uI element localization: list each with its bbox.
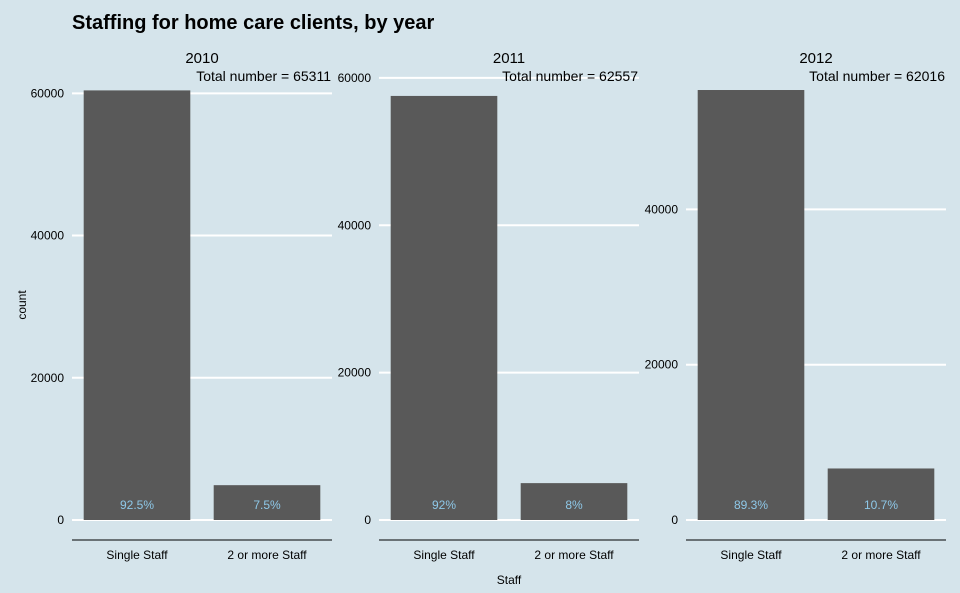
y-tick-label: 60000 (31, 86, 65, 100)
panel-title: 2011 (493, 50, 525, 67)
bar (390, 95, 498, 521)
y-tick-label: 40000 (645, 202, 679, 216)
x-axis-label: Staff (496, 573, 522, 587)
percent-data-label: 92% (432, 498, 456, 512)
chart-title: Staffing for home care clients, by year (72, 12, 435, 34)
y-tick-label: 20000 (338, 366, 372, 380)
y-tick-label: 0 (57, 513, 64, 527)
panel-subtitle: Total number = 62557 (502, 68, 638, 84)
y-axis-label: count (15, 290, 29, 320)
y-tick-label: 40000 (338, 218, 372, 232)
x-tick-label: Single Staff (413, 548, 475, 562)
bar (213, 485, 321, 520)
x-tick-label: Single Staff (720, 548, 782, 562)
percent-data-label: 92.5% (120, 498, 154, 512)
panel-subtitle: Total number = 65311 (196, 68, 331, 84)
y-tick-label: 40000 (31, 229, 65, 243)
bar (520, 483, 628, 520)
percent-data-label: 7.5% (253, 498, 281, 512)
y-tick-label: 20000 (645, 358, 679, 372)
percent-data-label: 8% (565, 498, 583, 512)
x-tick-label: Single Staff (106, 548, 168, 562)
panel-title: 2010 (185, 50, 218, 67)
bar (83, 90, 191, 520)
x-tick-label: 2 or more Staff (534, 548, 614, 562)
panel-title: 2012 (799, 50, 832, 67)
percent-data-label: 10.7% (864, 498, 898, 512)
y-tick-label: 0 (364, 513, 371, 527)
y-tick-label: 60000 (338, 71, 372, 85)
bar (697, 90, 805, 520)
percent-data-label: 89.3% (734, 498, 768, 512)
panel-subtitle: Total number = 62016 (809, 68, 945, 84)
bar (827, 468, 935, 520)
x-tick-label: 2 or more Staff (227, 548, 307, 562)
y-tick-label: 20000 (31, 371, 65, 385)
x-tick-label: 2 or more Staff (841, 548, 921, 562)
y-tick-label: 0 (671, 513, 678, 527)
